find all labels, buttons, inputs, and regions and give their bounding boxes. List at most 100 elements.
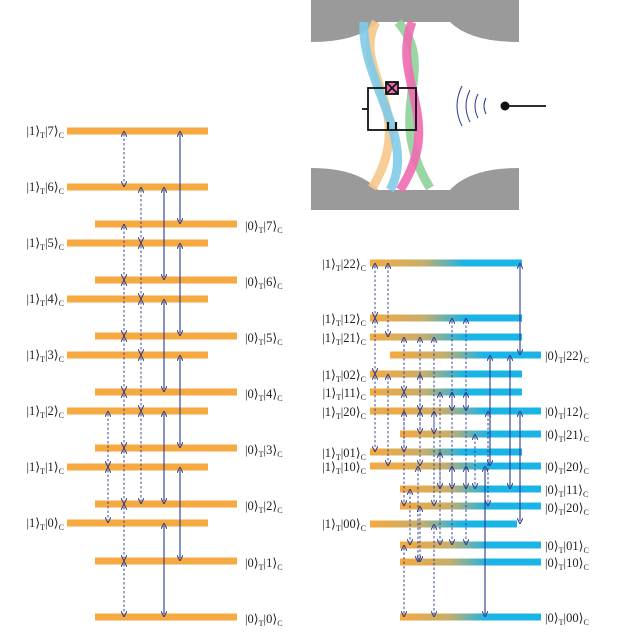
ket-close: ⟩: [254, 499, 259, 513]
energy-level-bar: [95, 220, 237, 228]
sub-t: T: [40, 355, 45, 364]
state-label: |0⟩T|20⟩C: [545, 460, 589, 476]
ket-open: |: [264, 219, 267, 233]
ket-close: ⟩: [254, 275, 259, 289]
ket-close: ⟩: [554, 349, 559, 363]
ket-open: |: [26, 236, 29, 250]
ket-open: |: [45, 180, 48, 194]
ket-close: ⟩: [54, 460, 59, 474]
ket-open: |: [545, 483, 548, 497]
sub-t: T: [559, 546, 564, 555]
tmon-state: 1: [325, 312, 331, 326]
sub-t: T: [336, 524, 341, 533]
sub-t: T: [336, 319, 341, 328]
state-label: |1⟩T|02⟩C: [322, 368, 366, 384]
sub-t: T: [40, 523, 45, 532]
ket-close: ⟩: [578, 483, 583, 497]
ket-close: ⟩: [331, 517, 336, 531]
ket-open: |: [564, 483, 567, 497]
sub-t: T: [336, 467, 341, 476]
energy-level-bar: [67, 295, 208, 303]
ket-open: |: [264, 612, 267, 626]
ket-open: |: [322, 368, 325, 382]
sub-c: C: [59, 243, 64, 252]
sub-c: C: [583, 356, 588, 365]
sub-t: T: [336, 453, 341, 462]
ket-close: ⟩: [331, 386, 336, 400]
sub-c: C: [361, 338, 366, 347]
tmon-state: 0: [248, 275, 254, 289]
ket-open: |: [45, 460, 48, 474]
sub-t: T: [336, 375, 341, 384]
cavity-state: 20: [566, 501, 579, 515]
energy-level-bar: [400, 502, 541, 510]
cavity-state: 4: [266, 387, 273, 401]
tmon-state: 0: [548, 349, 554, 363]
ket-close: ⟩: [356, 446, 361, 460]
state-label: |1⟩T|21⟩C: [322, 331, 366, 347]
ket-open: |: [545, 349, 548, 363]
strand-pink: [396, 20, 424, 193]
tmon-state: 0: [548, 428, 554, 442]
tmon-state: 1: [325, 368, 331, 382]
ket-close: ⟩: [554, 428, 559, 442]
ket-open: |: [26, 124, 29, 138]
energy-level-bar: [400, 558, 541, 566]
ket-open: |: [322, 312, 325, 326]
energy-level-bar: [370, 314, 522, 322]
state-label: |0⟩T|00⟩C: [545, 611, 589, 627]
ket-close: ⟩: [356, 312, 361, 326]
energy-level-bar: [67, 127, 208, 135]
sub-t: T: [259, 338, 264, 347]
ket-open: |: [26, 516, 29, 530]
ket-close: ⟩: [54, 516, 59, 530]
ket-close: ⟩: [35, 460, 40, 474]
ket-close: ⟩: [54, 124, 59, 138]
cavity-state: 12: [566, 405, 579, 419]
state-label: |1⟩T|7⟩C: [26, 124, 64, 140]
sub-t: T: [259, 394, 264, 403]
ket-open: |: [322, 257, 325, 271]
antenna-icon: [456, 85, 546, 127]
tmon-state: 0: [548, 611, 554, 625]
cavity-state: 20: [343, 405, 356, 419]
ket-open: |: [264, 499, 267, 513]
ket-close: ⟩: [272, 556, 277, 570]
state-label: |1⟩T|2⟩C: [26, 404, 64, 420]
sub-c: C: [583, 546, 588, 555]
state-label: |0⟩T|10⟩C: [545, 556, 589, 572]
sub-c: C: [59, 299, 64, 308]
tmon-state: 0: [548, 460, 554, 474]
ket-open: |: [341, 386, 344, 400]
tmon-state: 0: [548, 405, 554, 419]
ket-open: |: [564, 611, 567, 625]
circuit-icon: [362, 81, 417, 131]
ket-close: ⟩: [554, 460, 559, 474]
state-label: |0⟩T|21⟩C: [545, 428, 589, 444]
cavity-state: 00: [566, 611, 579, 625]
ket-open: |: [564, 428, 567, 442]
sub-t: T: [559, 508, 564, 517]
ket-open: |: [564, 460, 567, 474]
ket-open: |: [341, 331, 344, 345]
ket-close: ⟩: [331, 446, 336, 460]
ket-open: |: [322, 517, 325, 531]
energy-level-bar: [95, 500, 237, 508]
energy-level-bar: [95, 388, 237, 396]
sub-c: C: [277, 506, 282, 515]
sub-c: C: [583, 508, 588, 517]
sub-c: C: [361, 319, 366, 328]
ket-open: |: [264, 556, 267, 570]
tmon-state: 1: [325, 257, 331, 271]
ket-close: ⟩: [272, 331, 277, 345]
ket-close: ⟩: [272, 443, 277, 457]
ket-close: ⟩: [579, 460, 584, 474]
tmon-state: 1: [29, 180, 35, 194]
ket-close: ⟩: [254, 612, 259, 626]
ket-close: ⟩: [254, 331, 259, 345]
energy-level-bar: [67, 239, 208, 247]
ket-close: ⟩: [272, 612, 277, 626]
tmon-state: 0: [248, 443, 254, 457]
energy-level-bar: [370, 370, 522, 378]
state-label: |0⟩T|2⟩C: [245, 499, 283, 515]
